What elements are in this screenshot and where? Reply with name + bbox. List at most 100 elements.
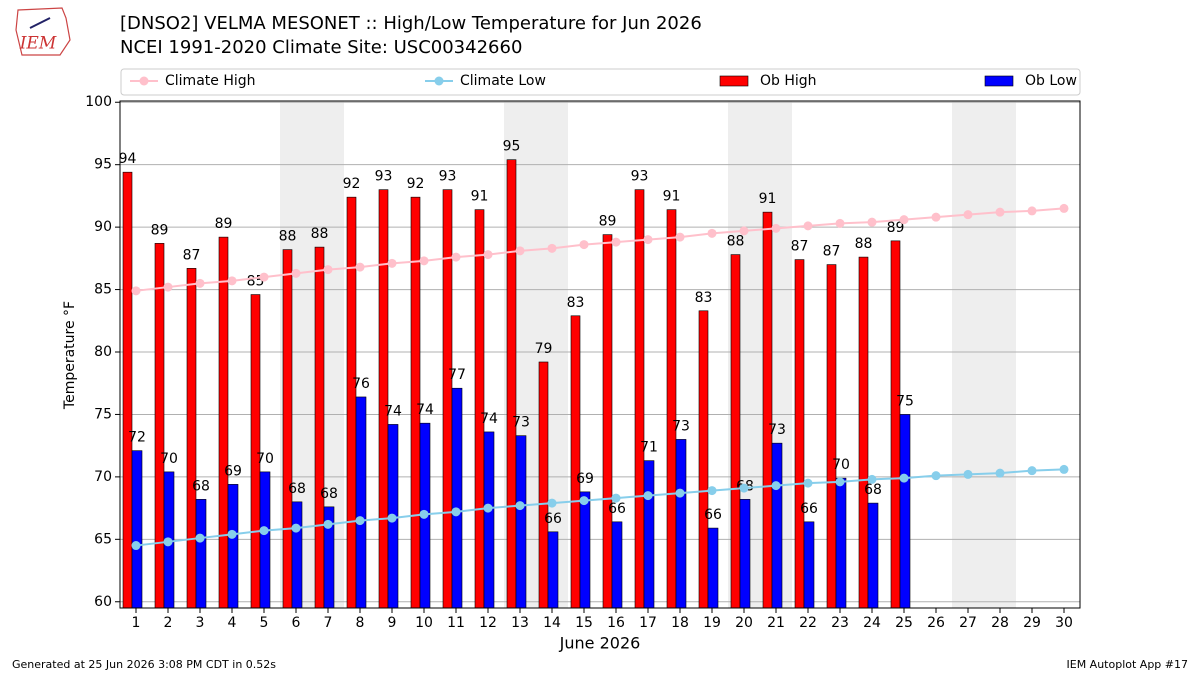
bar	[835, 477, 847, 609]
bar	[483, 431, 495, 609]
legend-label: Climate Low	[460, 73, 546, 89]
bar	[506, 159, 517, 609]
line-point	[963, 210, 973, 220]
bar-value-label: 94	[119, 151, 137, 167]
bar	[131, 450, 143, 609]
line-point	[899, 473, 909, 483]
bar	[355, 396, 367, 609]
bar	[707, 527, 719, 609]
line-point	[483, 503, 493, 513]
bar	[259, 471, 271, 609]
x-tick-label: 1	[132, 615, 141, 631]
bar	[666, 209, 677, 609]
legend-label: Ob High	[760, 73, 817, 89]
bar-value-label: 69	[224, 463, 242, 479]
line	[135, 468, 1065, 547]
line-point	[515, 246, 525, 256]
bar-value-label: 89	[215, 216, 233, 232]
bar-value-label: 93	[375, 169, 393, 185]
logo-text: IEM	[19, 34, 57, 54]
x-tick-label: 18	[671, 615, 689, 631]
line-point	[547, 243, 557, 253]
bar-value-label: 73	[512, 415, 530, 431]
bar-value-label: 69	[576, 471, 594, 487]
footer-right: IEM Autoplot App #17	[1067, 658, 1189, 671]
bar	[730, 254, 741, 609]
bar	[579, 491, 591, 609]
bar-value-label: 74	[480, 411, 498, 427]
bar-value-label: 87	[823, 244, 841, 260]
line-point	[387, 513, 397, 523]
x-tick-label: 4	[228, 615, 237, 631]
x-tick-label: 16	[607, 615, 625, 631]
plot-frame	[119, 100, 1081, 609]
x-tick-label: 19	[703, 615, 721, 631]
y-tick-label: 100	[85, 94, 112, 110]
y-tick-label: 70	[94, 469, 112, 485]
line-point	[931, 212, 941, 222]
bar-value-label: 73	[768, 422, 786, 438]
bar-value-label: 68	[288, 481, 306, 497]
x-tick-label: 27	[959, 615, 977, 631]
bar-value-label: 88	[311, 226, 329, 242]
bar	[803, 521, 815, 609]
line-point	[195, 533, 205, 543]
bar-value-label: 93	[439, 169, 457, 185]
line-point	[515, 501, 525, 511]
y-tick-label: 60	[94, 594, 112, 610]
legend-marker	[139, 76, 149, 86]
line-point	[483, 250, 493, 260]
bar-value-label: 70	[256, 451, 274, 467]
line-point	[547, 498, 557, 508]
bar	[675, 439, 687, 609]
bar	[739, 499, 751, 609]
bar	[890, 240, 901, 609]
bar-value-label: 66	[608, 501, 626, 517]
bar	[538, 361, 549, 609]
line-point	[707, 228, 717, 238]
bar	[515, 435, 527, 609]
line-point	[643, 491, 653, 501]
bar-value-label: 74	[416, 402, 434, 418]
bar	[378, 189, 389, 609]
line-point	[931, 471, 941, 481]
bar	[858, 256, 869, 609]
x-tick-label: 15	[575, 615, 593, 631]
bar-value-label: 74	[384, 403, 402, 419]
bar-value-label: 66	[800, 501, 818, 517]
bar-value-label: 73	[672, 418, 690, 434]
bar	[474, 209, 485, 609]
line-point	[867, 217, 877, 227]
bar-value-label: 68	[320, 486, 338, 502]
bar-value-label: 93	[631, 169, 649, 185]
bar	[634, 189, 645, 609]
line-point	[643, 235, 653, 245]
x-tick-label: 26	[927, 615, 945, 631]
bar-value-label: 91	[663, 189, 681, 205]
logo-outline	[15, 7, 71, 56]
x-tick-label: 29	[1023, 615, 1041, 631]
bar-value-label: 75	[896, 393, 914, 409]
bar	[227, 484, 239, 609]
x-tick-label: 3	[196, 615, 205, 631]
chart-title: [DNSO2] VELMA MESONET :: High/Low Temper…	[120, 13, 702, 34]
x-tick-label: 7	[324, 615, 333, 631]
line-point	[739, 226, 749, 236]
bar-value-label: 66	[704, 507, 722, 523]
bar-value-label: 88	[279, 229, 297, 245]
bar	[643, 460, 655, 609]
line-point	[227, 529, 237, 539]
y-tick-label: 75	[94, 406, 112, 422]
legend-swatch	[719, 75, 749, 87]
x-tick-label: 30	[1055, 615, 1073, 631]
line-point	[387, 258, 397, 268]
line-point	[675, 488, 685, 498]
line-point	[451, 252, 461, 262]
line-point	[611, 493, 621, 503]
legend-label: Ob Low	[1025, 73, 1077, 89]
legend-swatch	[984, 75, 1014, 87]
bar	[611, 521, 623, 609]
bar-value-label: 89	[599, 214, 617, 230]
y-tick-label: 85	[94, 282, 112, 298]
